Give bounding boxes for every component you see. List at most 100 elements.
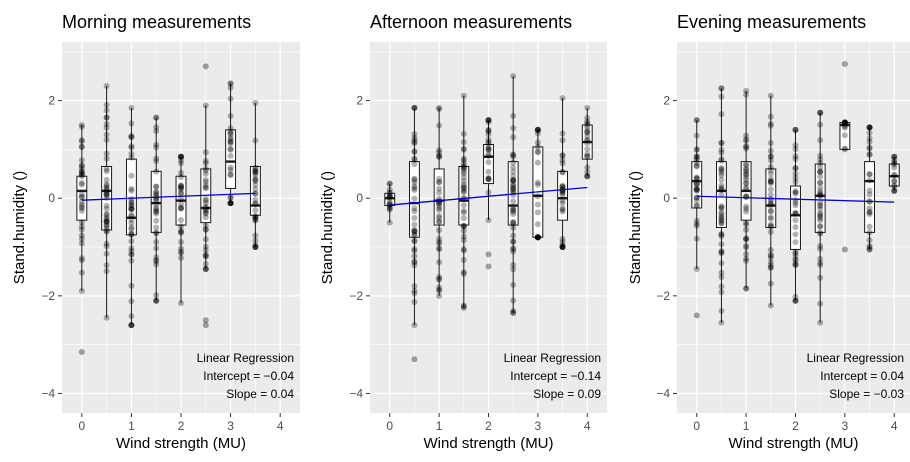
data-point [460, 223, 467, 230]
data-point [103, 185, 110, 192]
data-point [411, 253, 418, 260]
data-point [718, 205, 725, 212]
data-point [584, 121, 591, 128]
data-point [202, 253, 209, 260]
outlier-point [693, 312, 700, 319]
data-point [386, 180, 393, 187]
data-point [866, 246, 873, 253]
data-point [153, 206, 160, 213]
data-point [153, 183, 160, 190]
data-point [510, 207, 517, 214]
data-point [534, 159, 541, 166]
data-point [128, 230, 135, 237]
data-point [841, 119, 848, 126]
data-point [891, 164, 898, 171]
data-point [743, 168, 750, 175]
data-point [510, 238, 517, 245]
data-point [78, 173, 85, 180]
data-point [460, 165, 467, 172]
data-point [792, 153, 799, 160]
data-point [103, 124, 110, 131]
data-point [584, 173, 591, 180]
data-point [693, 202, 700, 209]
box-2 [125, 107, 137, 326]
data-point [178, 186, 184, 193]
data-point [227, 200, 234, 207]
data-point [718, 111, 725, 118]
data-point [178, 160, 184, 167]
data-point [386, 201, 393, 208]
panel-1: 0 1 2 3 4 −4 −2 0 2 Morning measurements Wind stre… [11, 12, 300, 452]
x-tick-label: 4 [584, 419, 591, 433]
data-point [891, 183, 898, 190]
data-point [767, 153, 774, 160]
box-iqr [691, 161, 703, 209]
data-point [436, 246, 443, 253]
data-point [866, 211, 873, 218]
data-point [411, 247, 418, 254]
data-point [817, 211, 824, 218]
data-point [817, 137, 824, 144]
data-point [817, 168, 824, 175]
data-point [153, 297, 160, 304]
data-point [103, 188, 110, 195]
data-point [767, 262, 774, 269]
data-point [485, 117, 492, 124]
data-point [386, 186, 393, 193]
data-point [817, 191, 824, 198]
data-point [128, 322, 135, 329]
data-point [103, 120, 110, 127]
data-point [534, 193, 541, 200]
data-point [202, 178, 209, 185]
data-point [227, 113, 234, 120]
data-point [485, 139, 492, 146]
data-point [252, 214, 259, 221]
data-point [866, 187, 873, 194]
data-point [153, 189, 160, 196]
box-iqr [716, 161, 727, 228]
data-point [252, 207, 259, 214]
data-point [767, 178, 774, 185]
data-point [386, 193, 393, 200]
data-point [584, 173, 591, 180]
data-point [891, 171, 898, 178]
data-point [153, 144, 160, 151]
data-point [743, 255, 750, 262]
data-point [693, 162, 700, 169]
data-point [103, 218, 110, 225]
data-point [534, 234, 541, 241]
data-point [128, 185, 135, 192]
data-point [178, 183, 184, 190]
data-point [128, 199, 135, 206]
data-point [817, 109, 824, 116]
y-tick-label: 2 [356, 94, 363, 108]
data-point [78, 165, 85, 172]
x-tick-label: 2 [792, 419, 799, 433]
data-point [866, 229, 873, 236]
data-point [718, 184, 725, 191]
data-point [693, 180, 700, 187]
data-point [436, 273, 443, 280]
data-point [817, 173, 824, 180]
data-point [743, 145, 750, 152]
data-point [103, 102, 110, 109]
data-point [202, 170, 209, 177]
data-point [743, 143, 750, 150]
data-point [411, 228, 418, 235]
data-point [252, 213, 259, 220]
data-point [178, 254, 184, 261]
data-point [411, 258, 418, 265]
data-point [510, 184, 517, 191]
data-point [103, 240, 110, 247]
data-point [718, 204, 725, 211]
data-point [386, 219, 393, 226]
data-point [227, 164, 234, 171]
data-point [128, 224, 135, 231]
data-point [534, 149, 541, 156]
x-axis-title: Wind strength (MU) [728, 435, 858, 452]
data-point [460, 222, 467, 229]
data-point [767, 228, 774, 235]
data-point [178, 184, 184, 191]
data-point [767, 167, 774, 174]
data-point [227, 146, 234, 153]
